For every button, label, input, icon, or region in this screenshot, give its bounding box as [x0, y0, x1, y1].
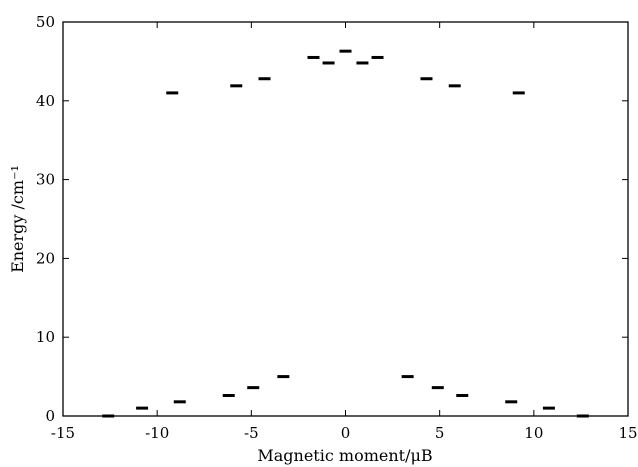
y-tick-label: 20 [36, 249, 55, 267]
y-tick-label: 30 [36, 171, 55, 189]
x-tick-label: 0 [341, 424, 351, 442]
x-tick-label: -15 [51, 424, 75, 442]
y-tick-label: 10 [36, 328, 55, 346]
y-tick-label: 40 [36, 92, 55, 110]
x-tick-label: -5 [244, 424, 259, 442]
x-tick-label: 15 [618, 424, 637, 442]
x-tick-label: 10 [524, 424, 543, 442]
energy-levels [102, 49, 589, 418]
x-tick-label: -10 [145, 424, 169, 442]
y-axis-label: Energy /cm⁻¹ [8, 165, 27, 273]
y-tick-label: 0 [45, 407, 55, 425]
y-axis-ticks: 0 10 20 30 40 50 [36, 13, 628, 425]
x-axis-ticks: -15 -10 -5 0 5 10 15 [51, 22, 638, 442]
x-axis-label: Magnetic moment/μB [257, 446, 432, 465]
plot-frame [62, 21, 629, 417]
y-tick-label: 50 [36, 13, 55, 31]
x-tick-label: 5 [435, 424, 445, 442]
